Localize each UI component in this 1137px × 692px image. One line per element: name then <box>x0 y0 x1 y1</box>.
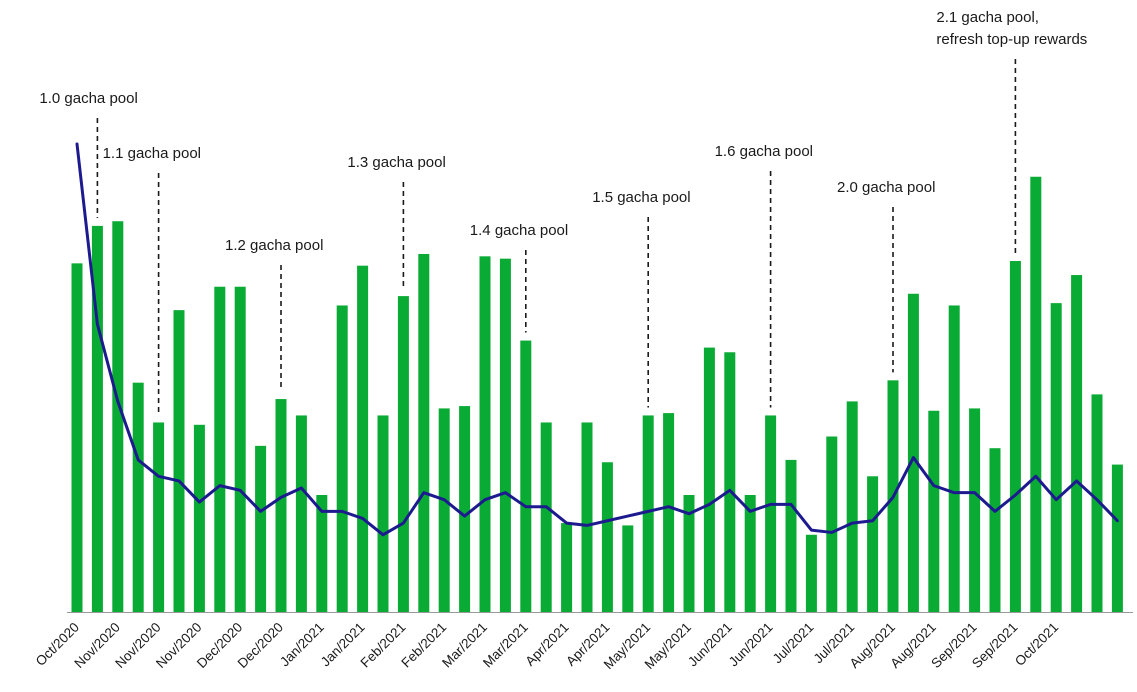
bar <box>805 534 817 612</box>
bar <box>71 263 83 612</box>
bar <box>295 415 307 612</box>
bar <box>969 408 981 612</box>
bar <box>418 253 430 613</box>
bar <box>153 422 165 612</box>
x-tick-label: Apr/2021 <box>522 620 571 669</box>
x-tick-label: Jun/2021 <box>685 620 735 670</box>
x-tick-label: Oct/2021 <box>1012 620 1061 669</box>
x-tick-label: Jul/2021 <box>770 620 817 667</box>
bar <box>601 462 613 612</box>
bar <box>561 523 573 612</box>
bar <box>581 422 593 612</box>
bar <box>1009 261 1021 612</box>
bar <box>765 415 777 612</box>
bar <box>703 347 715 612</box>
annotation-label: 1.6 gacha pool <box>715 143 813 160</box>
annotation-label: 2.0 gacha pool <box>837 179 935 196</box>
bar <box>907 293 919 612</box>
bar <box>826 436 838 612</box>
annotation-label: 1.5 gacha pool <box>592 189 690 206</box>
bar <box>112 221 124 612</box>
bar <box>989 448 1001 612</box>
bar <box>255 445 267 612</box>
bar <box>867 476 879 612</box>
bar <box>1111 464 1123 612</box>
bar <box>275 399 287 612</box>
bar <box>622 525 634 612</box>
bar <box>438 408 450 612</box>
bar <box>1030 176 1042 612</box>
bar <box>785 459 797 612</box>
bar <box>132 382 144 612</box>
annotation-label: 1.3 gacha pool <box>347 154 445 171</box>
annotation-label: 1.2 gacha pool <box>225 237 323 254</box>
bar <box>214 286 226 612</box>
bar <box>1091 394 1103 612</box>
bar <box>336 305 348 612</box>
bar <box>663 413 675 612</box>
bar <box>744 495 756 612</box>
bar <box>459 406 471 612</box>
bar <box>948 305 960 612</box>
x-tick-label: Jun/2021 <box>726 620 776 670</box>
annotation-label: 1.0 gacha pool <box>39 90 137 107</box>
bar <box>683 495 695 612</box>
bar <box>357 265 369 612</box>
annotation-label: 1.1 gacha pool <box>103 145 201 162</box>
bar <box>316 495 328 612</box>
bar <box>377 415 389 612</box>
bar <box>642 415 654 612</box>
x-tick-label: Jan/2021 <box>277 620 327 670</box>
annotation-label: 2.1 gacha pool, <box>936 9 1039 26</box>
bar <box>234 286 246 612</box>
x-tick-label: Mar/2021 <box>480 620 531 671</box>
annotations-layer: 1.0 gacha pool 1.1 gacha pool 1.2 gacha po… <box>39 9 1087 415</box>
bar <box>928 410 940 612</box>
annotation-label: refresh top-up rewards <box>936 31 1087 48</box>
bar <box>1050 303 1062 612</box>
bar <box>397 296 409 612</box>
annotation-label: 1.4 gacha pool <box>470 222 568 239</box>
x-tick-labels: Oct/2020Nov/2020Nov/2020Nov/2020Dec/2020… <box>33 620 1062 673</box>
bar <box>1071 275 1083 612</box>
bar <box>846 401 858 612</box>
bar <box>479 256 491 612</box>
bar <box>91 225 103 612</box>
bar <box>193 424 205 612</box>
bar <box>724 352 736 612</box>
bar <box>499 258 511 612</box>
series-line <box>75 142 1119 537</box>
bar <box>540 422 552 612</box>
bar <box>520 340 532 612</box>
bar <box>173 310 185 612</box>
line-layer <box>75 142 1119 537</box>
